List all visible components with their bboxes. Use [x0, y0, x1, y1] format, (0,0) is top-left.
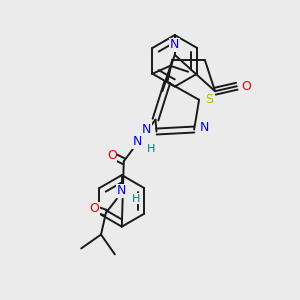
Text: H: H — [131, 194, 140, 204]
Text: N: N — [170, 38, 179, 52]
Text: O: O — [89, 202, 99, 215]
Text: S: S — [205, 93, 213, 106]
Text: N: N — [142, 123, 151, 136]
Text: H: H — [147, 144, 156, 154]
Text: O: O — [241, 80, 251, 93]
Text: N: N — [199, 121, 209, 134]
Text: O: O — [107, 149, 117, 162]
Text: N: N — [117, 184, 127, 197]
Text: N: N — [133, 135, 142, 148]
